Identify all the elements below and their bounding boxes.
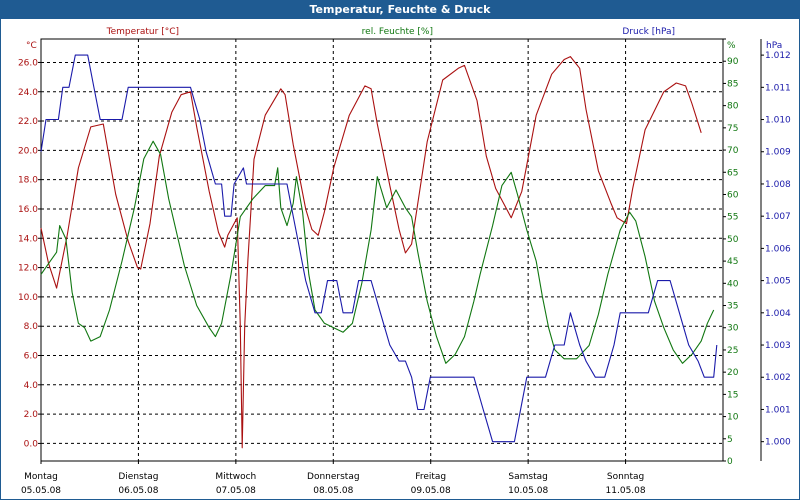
x-tick-date: 11.05.08 <box>606 486 646 496</box>
x-tick-date: 08.05.08 <box>313 486 353 496</box>
left-tick-label: 0.0 <box>24 439 39 449</box>
x-tick-day: Freitag <box>415 472 446 482</box>
left-tick-label: 6.0 <box>24 352 39 362</box>
right2-tick-label: 1.001 <box>765 405 791 415</box>
left-tick-label: 16.0 <box>18 205 38 215</box>
right1-tick-label: 45 <box>727 257 738 267</box>
right1-tick-label: 35 <box>727 302 738 312</box>
x-tick-date: 06.05.08 <box>118 486 158 496</box>
left-tick-label: 26.0 <box>18 58 38 68</box>
x-tick-date: 09.05.08 <box>411 486 451 496</box>
right1-tick-label: 70 <box>727 146 739 156</box>
series-line-right1 <box>40 140 715 364</box>
left-tick-label: 20.0 <box>18 146 38 156</box>
right2-tick-label: 1.005 <box>765 277 791 287</box>
x-tick-day: Dienstag <box>118 472 158 482</box>
right2-tick-label: 1.011 <box>765 83 791 93</box>
right1-tick-label: 65 <box>727 168 738 178</box>
x-tick-day: Samstag <box>508 472 547 482</box>
left-tick-label: 2.0 <box>24 410 39 420</box>
right1-axis-unit: % <box>727 41 736 51</box>
right1-tick-label: 90 <box>727 57 739 67</box>
series-line-right2 <box>40 54 718 443</box>
left-tick-label: 18.0 <box>18 176 38 186</box>
humidity-legend: rel. Feuchte [%] <box>362 27 433 37</box>
right1-tick-label: 20 <box>727 368 739 378</box>
x-tick-date: 05.05.08 <box>21 486 61 496</box>
right2-tick-label: 1.003 <box>765 341 791 351</box>
right2-tick-label: 1.009 <box>765 148 791 158</box>
left-tick-label: 12.0 <box>18 264 38 274</box>
x-tick-day: Sonntag <box>607 472 644 482</box>
left-axis-unit: °C <box>26 41 37 51</box>
right1-tick-label: 50 <box>727 235 739 245</box>
chart-title: Temperatur, Feuchte & Druck <box>1 1 799 19</box>
right1-tick-label: 10 <box>727 413 739 423</box>
temperature-legend: Temperatur [°C] <box>106 27 179 37</box>
right1-tick-label: 55 <box>727 213 738 223</box>
right2-tick-label: 1.004 <box>765 309 791 319</box>
right1-tick-label: 75 <box>727 124 738 134</box>
left-tick-label: 24.0 <box>18 88 38 98</box>
right1-tick-label: 5 <box>727 435 733 445</box>
right1-tick-label: 0 <box>727 457 733 467</box>
left-tick-label: 10.0 <box>18 293 38 303</box>
right1-tick-label: 40 <box>727 279 739 289</box>
left-tick-label: 8.0 <box>24 322 39 332</box>
right2-tick-label: 1.010 <box>765 116 791 126</box>
right2-tick-label: 1.008 <box>765 180 791 190</box>
right1-tick-label: 85 <box>727 79 738 89</box>
right2-tick-label: 1.006 <box>765 244 791 254</box>
right1-tick-label: 30 <box>727 324 739 334</box>
right1-tick-label: 60 <box>727 190 739 200</box>
x-tick-day: Mittwoch <box>215 472 256 482</box>
plot-area <box>40 38 724 462</box>
x-tick-day: Montag <box>24 472 58 482</box>
right2-tick-label: 1.007 <box>765 212 791 222</box>
left-tick-label: 14.0 <box>18 234 38 244</box>
right2-tick-label: 1.012 <box>765 51 791 61</box>
right2-tick-label: 1.000 <box>765 438 791 448</box>
right1-tick-label: 80 <box>727 102 739 112</box>
left-tick-label: 22.0 <box>18 117 38 127</box>
right1-tick-label: 25 <box>727 346 738 356</box>
right2-axis-unit: hPa <box>766 41 782 51</box>
x-tick-date: 07.05.08 <box>216 486 256 496</box>
right2-tick-label: 1.002 <box>765 373 791 383</box>
series-line-left <box>40 56 702 449</box>
x-tick-day: Donnerstag <box>307 472 360 482</box>
pressure-legend: Druck [hPa] <box>622 27 675 37</box>
left-tick-label: 4.0 <box>24 381 39 391</box>
x-tick-date: 10.05.08 <box>508 486 548 496</box>
right1-tick-label: 15 <box>727 390 738 400</box>
